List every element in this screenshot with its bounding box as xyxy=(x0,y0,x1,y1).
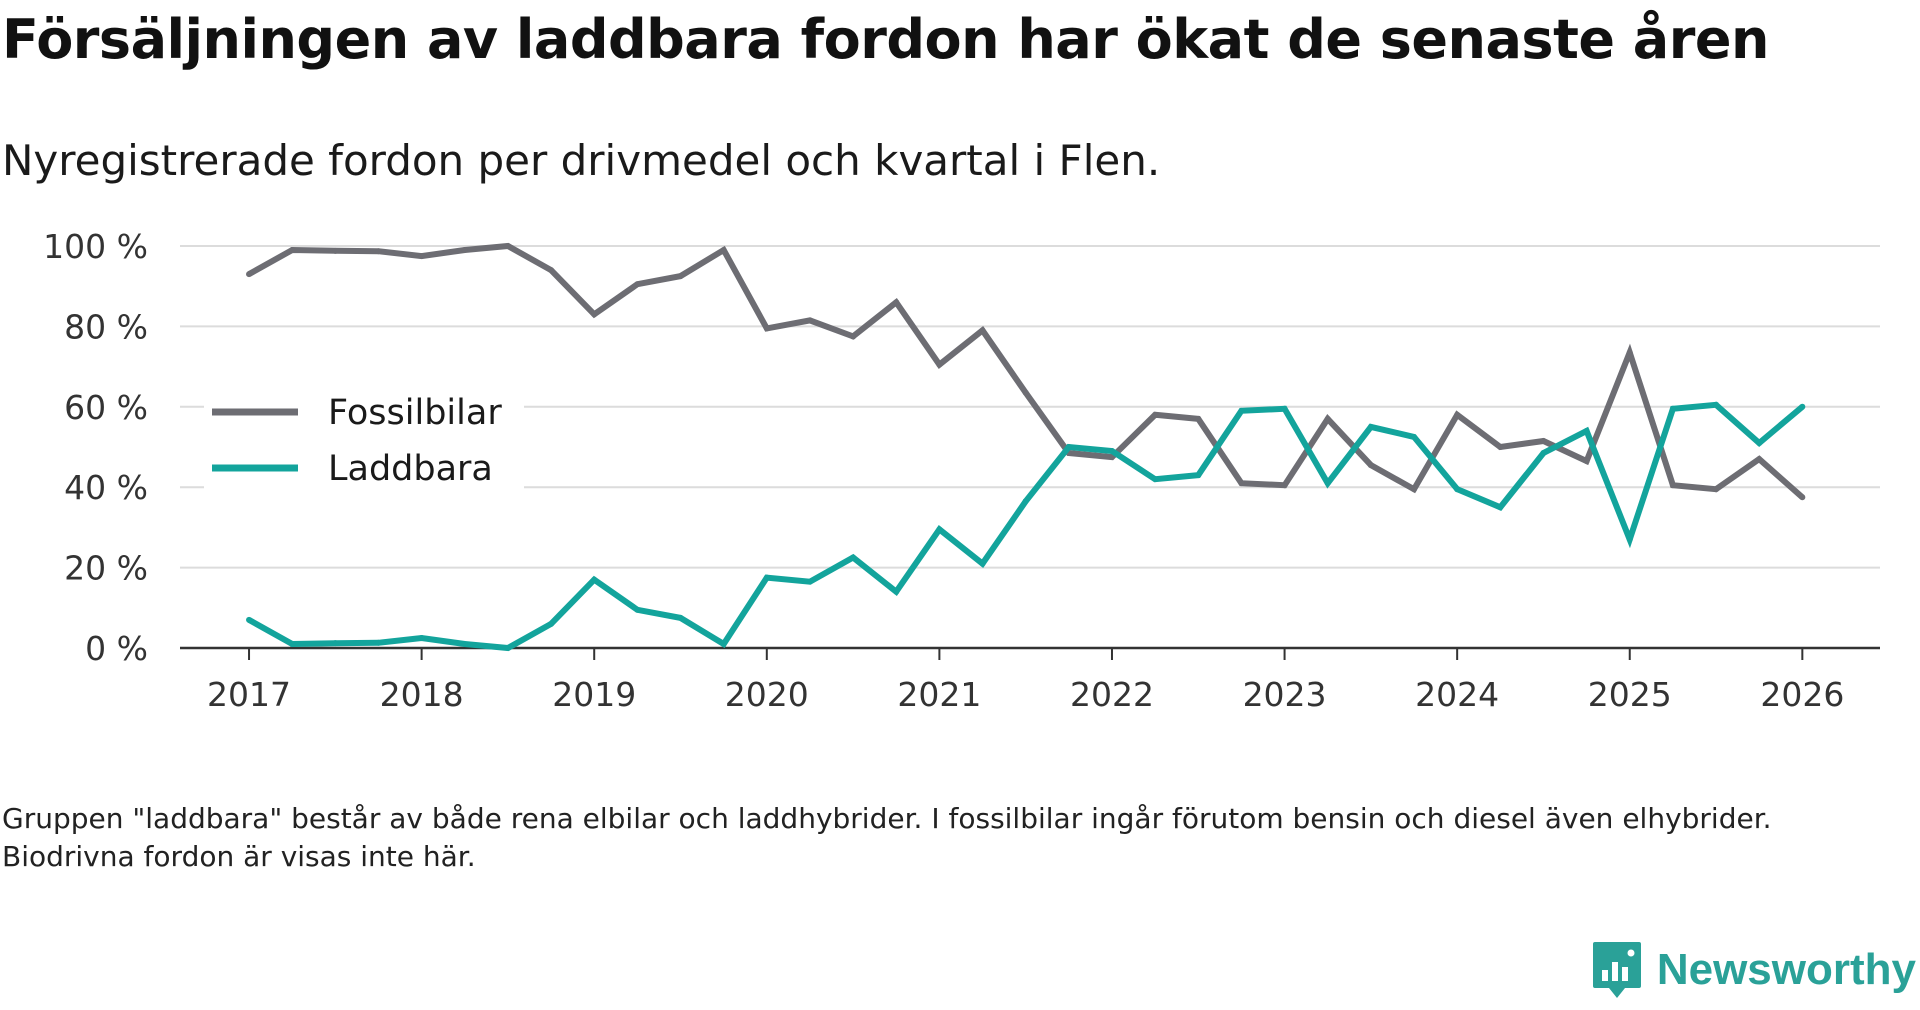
data-point-fossilbilar-36 xyxy=(1799,494,1806,501)
chart-title: Försäljningen av laddbara fordon har öka… xyxy=(2,8,1769,71)
data-point-laddbara-28 xyxy=(1454,486,1461,493)
data-point-fossilbilar-26 xyxy=(1367,462,1374,469)
data-point-fossilbilar-28 xyxy=(1454,411,1461,418)
data-point-laddbara-15 xyxy=(893,588,900,595)
x-tick-label-2022: 2022 xyxy=(1070,675,1154,714)
data-point-fossilbilar-10 xyxy=(677,273,684,280)
data-point-laddbara-18 xyxy=(1022,498,1029,505)
data-point-fossilbilar-23 xyxy=(1238,480,1245,487)
newsworthy-logo-text: Newsworthy xyxy=(1656,945,1916,994)
data-point-fossilbilar-11 xyxy=(720,247,727,254)
data-point-fossilbilar-4 xyxy=(418,253,425,260)
data-point-laddbara-27 xyxy=(1411,433,1418,440)
data-point-laddbara-36 xyxy=(1799,403,1806,410)
data-point-laddbara-35 xyxy=(1756,439,1763,446)
data-point-laddbara-21 xyxy=(1152,476,1159,483)
data-point-laddbara-9 xyxy=(634,606,641,613)
data-point-laddbara-6 xyxy=(504,645,511,651)
data-point-laddbara-16 xyxy=(936,526,943,533)
legend-label-laddbara: Laddbara xyxy=(328,449,493,489)
data-point-laddbara-30 xyxy=(1540,450,1547,457)
data-point-fossilbilar-1 xyxy=(289,247,296,254)
data-point-fossilbilar-7 xyxy=(548,267,555,274)
newsworthy-logo-icon xyxy=(1592,942,1641,998)
data-point-laddbara-13 xyxy=(806,578,813,585)
data-point-fossilbilar-27 xyxy=(1411,486,1418,493)
x-tick-label-2017: 2017 xyxy=(207,675,291,714)
y-tick-label-20: 20 % xyxy=(64,549,148,588)
data-point-fossilbilar-17 xyxy=(979,327,986,334)
footnote: Gruppen "laddbara" består av både rena e… xyxy=(2,802,1772,873)
data-point-fossilbilar-30 xyxy=(1540,437,1547,444)
data-point-fossilbilar-6 xyxy=(504,243,511,249)
x-tick-label-2026: 2026 xyxy=(1760,675,1844,714)
data-point-laddbara-34 xyxy=(1713,401,1720,408)
data-point-laddbara-10 xyxy=(677,614,684,621)
data-point-laddbara-25 xyxy=(1324,480,1331,487)
data-point-laddbara-11 xyxy=(720,640,727,647)
data-point-laddbara-24 xyxy=(1281,405,1288,412)
data-point-fossilbilar-21 xyxy=(1152,411,1159,418)
data-point-fossilbilar-33 xyxy=(1669,482,1676,489)
y-tick-label-100: 100 % xyxy=(43,227,148,266)
data-point-fossilbilar-25 xyxy=(1324,415,1331,422)
data-point-laddbara-26 xyxy=(1367,423,1374,430)
data-point-fossilbilar-31 xyxy=(1583,458,1590,465)
data-point-laddbara-4 xyxy=(418,634,425,641)
data-point-fossilbilar-35 xyxy=(1756,456,1763,463)
x-tick-label-2023: 2023 xyxy=(1243,675,1327,714)
data-point-fossilbilar-8 xyxy=(591,311,598,318)
data-point-fossilbilar-16 xyxy=(936,361,943,368)
legend-label-fossilbilar: Fossilbilar xyxy=(328,393,502,433)
data-point-laddbara-7 xyxy=(548,620,555,627)
data-point-laddbara-0 xyxy=(246,616,253,623)
data-point-laddbara-29 xyxy=(1497,504,1504,511)
data-point-fossilbilar-24 xyxy=(1281,482,1288,489)
data-point-laddbara-2 xyxy=(332,640,339,647)
y-tick-label-0: 0 % xyxy=(85,629,148,668)
data-point-fossilbilar-32 xyxy=(1626,349,1633,356)
data-point-fossilbilar-5 xyxy=(461,247,468,254)
data-point-laddbara-5 xyxy=(461,640,468,647)
x-tick-label-2020: 2020 xyxy=(725,675,809,714)
data-point-laddbara-22 xyxy=(1195,472,1202,479)
data-point-fossilbilar-14 xyxy=(850,333,857,340)
y-tick-label-40: 40 % xyxy=(64,468,148,507)
x-tick-label-2019: 2019 xyxy=(552,675,636,714)
data-point-laddbara-19 xyxy=(1065,444,1072,450)
data-point-laddbara-1 xyxy=(289,640,296,647)
data-point-fossilbilar-18 xyxy=(1022,389,1029,396)
data-point-fossilbilar-0 xyxy=(246,271,253,278)
y-tick-label-60: 60 % xyxy=(64,388,148,427)
data-point-laddbara-12 xyxy=(763,574,770,581)
y-tick-label-80: 80 % xyxy=(64,307,148,346)
newsworthy-logo: Newsworthy xyxy=(1591,930,1916,1010)
x-tick-label-2025: 2025 xyxy=(1588,675,1672,714)
data-point-laddbara-33 xyxy=(1669,405,1676,412)
data-point-fossilbilar-22 xyxy=(1195,415,1202,422)
data-point-fossilbilar-9 xyxy=(634,281,641,288)
data-point-laddbara-8 xyxy=(591,576,598,583)
data-point-fossilbilar-3 xyxy=(375,248,382,255)
data-point-fossilbilar-2 xyxy=(332,247,339,254)
data-point-fossilbilar-29 xyxy=(1497,444,1504,450)
x-tick-label-2021: 2021 xyxy=(897,675,981,714)
data-point-fossilbilar-34 xyxy=(1713,486,1720,493)
data-point-laddbara-31 xyxy=(1583,427,1590,434)
data-point-laddbara-32 xyxy=(1626,536,1633,543)
x-tick-label-2018: 2018 xyxy=(380,675,464,714)
legend-background xyxy=(204,388,524,498)
data-point-fossilbilar-12 xyxy=(763,325,770,332)
chart-subtitle: Nyregistrerade fordon per drivmedel och … xyxy=(2,136,1161,185)
data-point-laddbara-23 xyxy=(1238,407,1245,414)
data-point-laddbara-17 xyxy=(979,560,986,567)
data-point-laddbara-20 xyxy=(1108,448,1115,455)
data-point-laddbara-3 xyxy=(375,639,382,646)
data-point-fossilbilar-13 xyxy=(806,317,813,324)
data-point-fossilbilar-15 xyxy=(893,299,900,306)
x-tick-label-2024: 2024 xyxy=(1415,675,1499,714)
data-point-laddbara-14 xyxy=(850,554,857,561)
